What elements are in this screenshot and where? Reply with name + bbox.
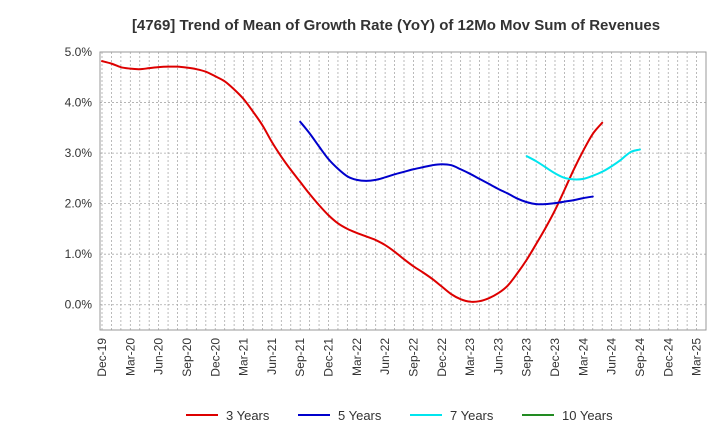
y-tick-label: 3.0%	[65, 146, 93, 160]
y-tick-label: 2.0%	[65, 197, 93, 211]
legend-label-7-years: 7 Years	[450, 408, 494, 423]
x-tick-label: Jun-24	[605, 338, 619, 375]
y-tick-label: 1.0%	[65, 247, 93, 261]
x-tick-label: Mar-24	[576, 338, 590, 376]
plot-area: 0.0% 1.0% 2.0% 3.0% 4.0% 5.0% Dec-19 Mar-20 Jun-…	[65, 45, 707, 377]
x-tick-label: Dec-20	[208, 338, 222, 377]
x-tick-label: Mar-22	[350, 338, 364, 376]
x-tick-label: Jun-22	[378, 338, 392, 375]
plot-background	[100, 52, 706, 330]
y-tick-label: 4.0%	[65, 96, 93, 110]
legend-label-3-years: 3 Years	[226, 408, 270, 423]
legend-label-5-years: 5 Years	[338, 408, 382, 423]
x-tick-label: Dec-23	[548, 338, 562, 377]
y-tick-label: 0.0%	[65, 298, 93, 312]
x-tick-label: Sep-22	[406, 338, 420, 377]
plot-frame	[99, 51, 707, 331]
x-tick-label: Sep-20	[180, 338, 194, 377]
x-tick-label: Mar-21	[237, 338, 251, 376]
legend-label-10-years: 10 Years	[562, 408, 613, 423]
x-tick-label: Dec-21	[322, 338, 336, 377]
chart-title: [4769] Trend of Mean of Growth Rate (YoY…	[132, 17, 660, 34]
x-tick-label: Mar-20	[123, 338, 137, 376]
x-tick-label: Jun-20	[152, 338, 166, 375]
x-tick-label: Mar-23	[463, 338, 477, 376]
series-line-3-years	[101, 60, 604, 303]
x-tick-label: Sep-24	[633, 338, 647, 377]
legend: 3 Years 5 Years 7 Years 10 Years	[186, 408, 613, 423]
x-tick-label: Jun-21	[265, 338, 279, 375]
series-line-7-years	[525, 148, 641, 181]
x-tick-label: Dec-22	[435, 338, 449, 377]
x-tick-label: Jun-23	[491, 338, 505, 375]
series-line-5-years	[299, 120, 594, 206]
x-tick-label: Sep-21	[293, 338, 307, 377]
x-tick-label: Sep-23	[520, 338, 534, 377]
x-tick-label: Dec-24	[661, 338, 675, 377]
y-tick-label: 5.0%	[65, 45, 93, 59]
x-tick-label: Mar-25	[690, 338, 704, 376]
x-tick-label: Dec-19	[95, 338, 109, 377]
